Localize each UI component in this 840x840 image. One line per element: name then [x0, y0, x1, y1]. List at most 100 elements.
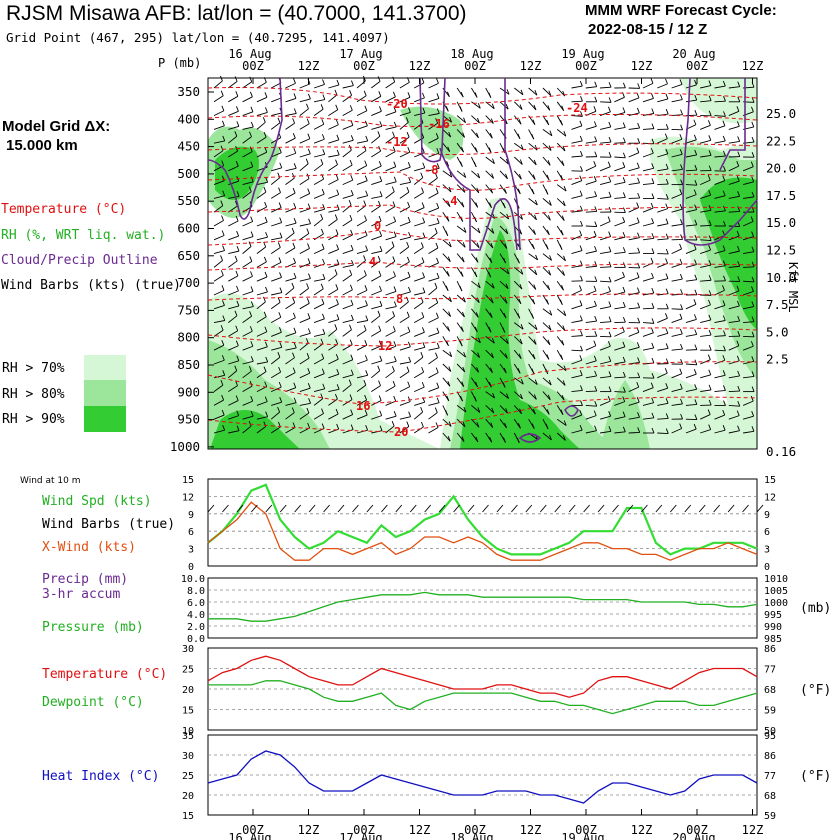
wind-barb-flag — [447, 436, 451, 442]
wind-barb-shaft — [228, 430, 240, 434]
wind-barb-shaft — [542, 322, 552, 331]
wind-barb-shaft — [442, 198, 451, 207]
wind-barb-flag — [235, 395, 239, 401]
wind-barb-flag — [477, 282, 481, 288]
wind-barb-shaft — [657, 208, 668, 213]
wind-barb-shaft — [428, 232, 438, 241]
wind-barb-shaft — [356, 95, 367, 103]
wind-barb-shaft — [685, 403, 697, 406]
wind-barb-flag — [722, 245, 726, 251]
wind-barb-shaft — [657, 138, 668, 144]
wind-barb-shaft — [356, 140, 368, 144]
wind-barb-shaft — [614, 276, 625, 282]
wind-barb-shaft — [385, 345, 397, 351]
wind-barb-shaft — [700, 100, 712, 103]
wind-barb-flag — [349, 269, 353, 276]
wind-barb-flag — [473, 396, 477, 402]
wind-barb-shaft — [399, 371, 410, 379]
wind-barb-shaft — [528, 336, 537, 345]
wind-barb-flag — [263, 132, 267, 138]
wind-barb-shaft — [213, 80, 223, 89]
pressure-panel-y2tick-label: 990 — [764, 622, 782, 633]
wind-barb-flag — [562, 380, 566, 386]
wind-barb-flag — [579, 285, 582, 291]
wind-barb-flag — [291, 282, 295, 289]
wind-barb-shaft — [685, 249, 697, 255]
wind-barb-flag — [379, 230, 383, 237]
wind-barb-flag — [520, 214, 524, 220]
pressure-unit-label: (mb) — [800, 601, 832, 616]
wind-barb-shaft — [742, 400, 754, 406]
wind-barb-shaft — [700, 179, 711, 186]
wind-barb-flag — [548, 270, 552, 276]
wind-barb-flag — [462, 311, 465, 318]
time-tick-label-top: 12Z — [298, 59, 320, 73]
wind-barb-flag — [306, 407, 310, 414]
wind-barb-shaft — [628, 252, 640, 255]
wind-barb-flag — [265, 286, 268, 293]
wind-barb-shaft — [556, 156, 565, 166]
wind-barb-shaft — [685, 169, 697, 172]
wind-barb-shaft — [614, 142, 626, 144]
temperature-contour-label: -20 — [386, 97, 408, 111]
wind-barb-flag — [436, 397, 440, 403]
wind-barb-shaft — [328, 194, 339, 199]
wind-barb-shaft — [743, 430, 755, 434]
wind-barb-flag — [679, 79, 683, 85]
wind-barb-flag — [221, 340, 225, 346]
wind-barb-flag — [474, 326, 478, 333]
wind-barb-shaft — [256, 291, 268, 296]
wind-barb-shaft — [671, 169, 683, 172]
wind-barb-flag — [680, 164, 683, 170]
wind-barb-flag — [723, 150, 726, 157]
wind-barb-shaft — [399, 96, 411, 103]
wind-barb-flag — [506, 158, 509, 165]
wind-barb-flag — [307, 133, 311, 139]
wind-barb-flag — [636, 202, 640, 208]
wind-barb-flag — [491, 103, 495, 109]
wind-barb-10m — [684, 504, 692, 513]
wind-barb-flag — [506, 89, 510, 95]
wind-barb-shaft — [657, 417, 669, 420]
wind-barb-shaft — [242, 246, 252, 254]
wind-barb-flag — [651, 303, 655, 309]
wind-barb-flag — [407, 216, 411, 223]
wind-barb-shaft — [685, 373, 697, 379]
wind-barb-shaft — [571, 414, 582, 420]
temperature-contour — [207, 327, 758, 347]
cloud-precip-outline — [504, 78, 521, 251]
wind-barb-flag — [336, 134, 340, 140]
wind-barb-flag — [436, 93, 440, 99]
wind-barb-shaft — [456, 129, 465, 138]
wind-barb-flag — [421, 187, 424, 193]
wind-barb-shaft — [342, 124, 354, 130]
wind-barb-shaft — [714, 210, 726, 213]
wind-barb-shaft — [528, 267, 538, 276]
wind-barb-flag — [364, 355, 368, 361]
wind-barb-shaft — [213, 429, 225, 434]
wind-barb-shaft — [285, 122, 295, 130]
wind-barb-flag — [651, 287, 655, 294]
wind-barb-flag — [491, 352, 494, 359]
wind-barb-shaft — [600, 251, 612, 255]
wind-barb-flag — [622, 216, 626, 223]
wind-barb-shaft — [371, 360, 382, 365]
wind-barb-shaft — [556, 391, 565, 401]
wind-barb-flag — [594, 136, 598, 142]
wind-barb-flag — [637, 317, 641, 323]
wind-barb-flag — [751, 261, 755, 267]
wind-barb-shaft — [528, 101, 537, 111]
wind-barb-flag — [264, 381, 268, 387]
wind-barb-shaft — [328, 179, 339, 186]
wind-barb-shaft — [385, 166, 396, 172]
wind-barb-shaft — [513, 349, 522, 360]
wind-barb-flag — [422, 272, 425, 278]
wind-barb-flag — [665, 163, 669, 170]
wind-barb-shaft — [556, 267, 565, 276]
wind-barb-shaft — [313, 153, 325, 158]
wind-barb-flag — [377, 365, 381, 371]
wind-barb-flag — [378, 270, 382, 277]
wind-barb-flag — [422, 287, 426, 293]
wind-barb-shaft — [514, 377, 524, 385]
wind-barb-flag — [708, 165, 712, 171]
